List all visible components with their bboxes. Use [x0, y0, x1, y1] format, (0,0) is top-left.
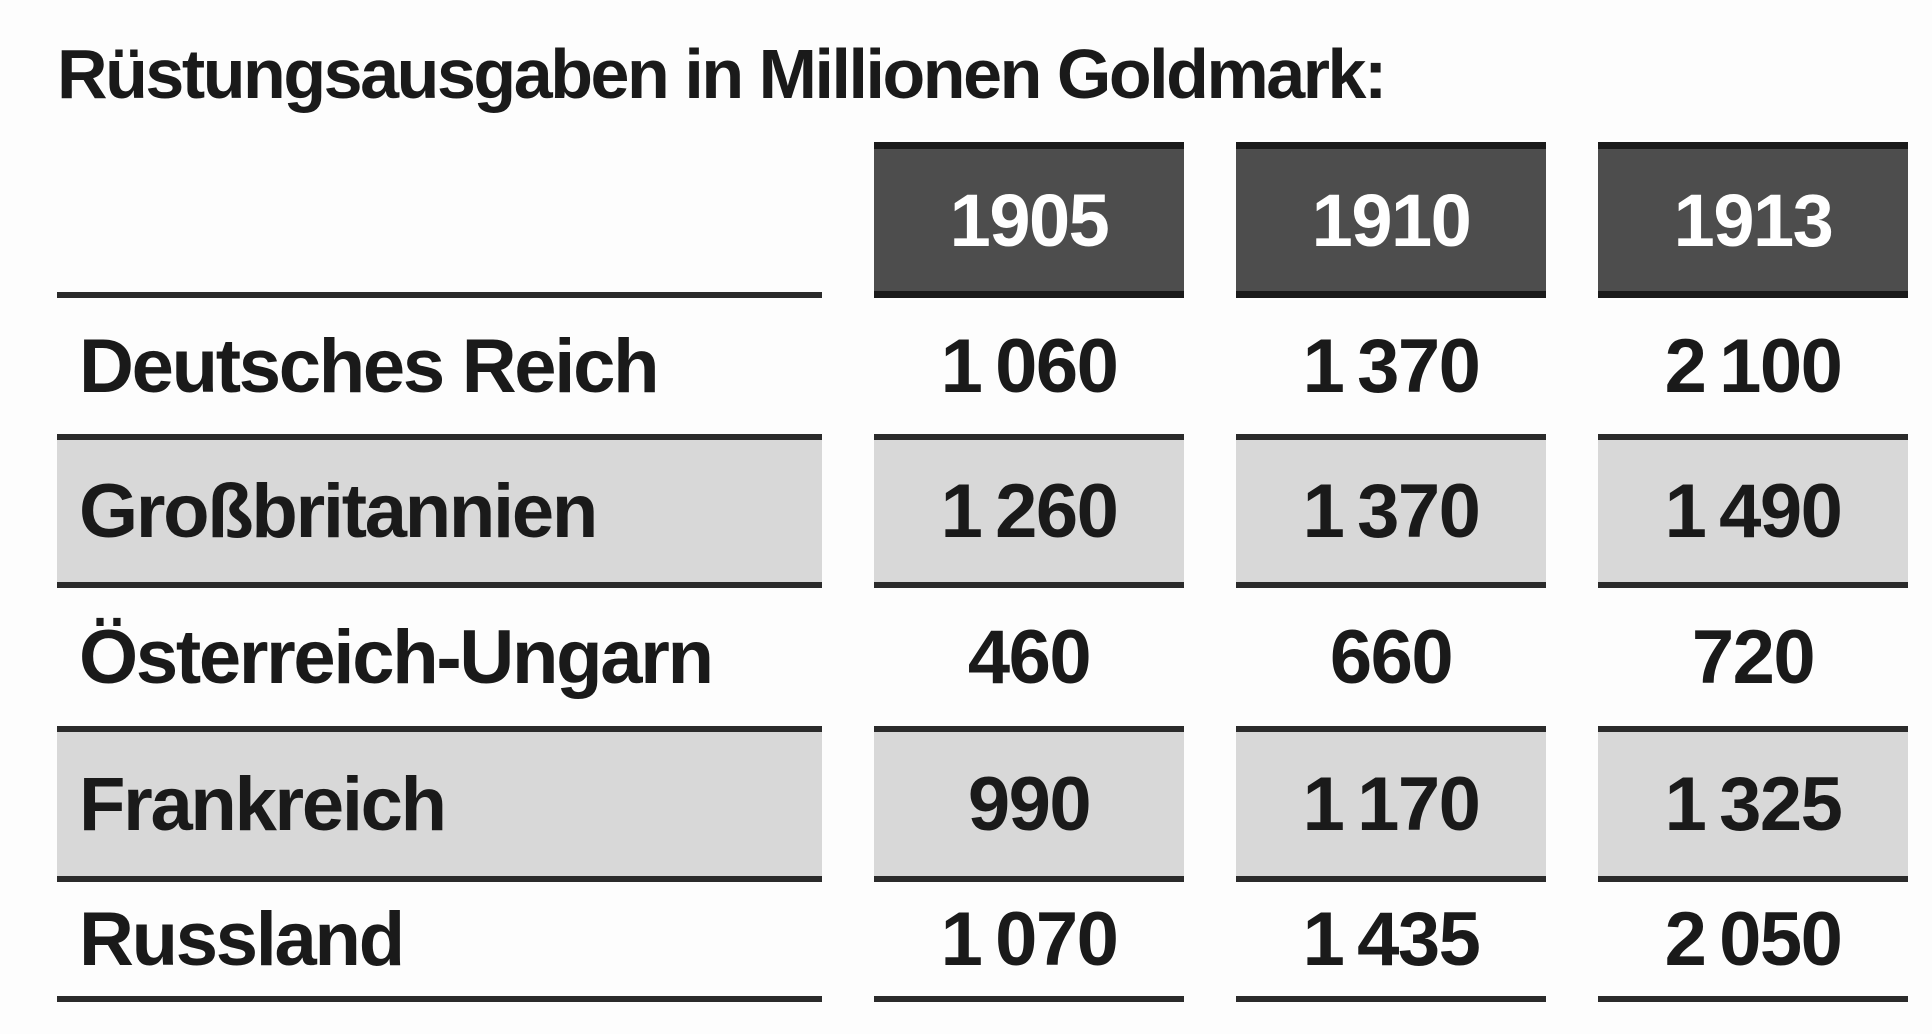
value-frankreich-1910: 1 170 — [1236, 726, 1546, 882]
table-corner-cell — [57, 142, 822, 298]
year-header-1905: 1905 — [874, 142, 1184, 298]
value-grossbritannien-1913: 1 490 — [1598, 434, 1908, 588]
armaments-table: 1905 1910 1913 Deutsches Reich 1 060 1 3… — [57, 142, 1932, 1002]
year-header-1913: 1913 — [1598, 142, 1908, 298]
value-russland-1905: 1 070 — [874, 882, 1184, 1002]
row-label-russland: Russland — [57, 882, 822, 1002]
value-oesterreich-ungarn-1913: 720 — [1691, 614, 1816, 700]
value-oesterreich-ungarn-1910: 660 — [1329, 614, 1454, 700]
value-russland-1910: 1 435 — [1236, 882, 1546, 1002]
row-label-oesterreich-ungarn: Österreich-Ungarn — [79, 614, 714, 700]
value-oesterreich-ungarn-1905: 460 — [967, 614, 1092, 700]
value-deutsches-reich-1905: 1 060 — [940, 323, 1119, 409]
row-label-frankreich: Frankreich — [57, 726, 822, 882]
row-label-deutsches-reich: Deutsches Reich — [79, 323, 660, 409]
value-frankreich-1913: 1 325 — [1598, 726, 1908, 882]
value-russland-1913: 2 050 — [1598, 882, 1908, 1002]
value-deutsches-reich-1910: 1 370 — [1302, 323, 1481, 409]
value-frankreich-1905: 990 — [874, 726, 1184, 882]
year-header-1910: 1910 — [1236, 142, 1546, 298]
row-label-grossbritannien: Großbritannien — [57, 434, 822, 588]
value-deutsches-reich-1913: 2 100 — [1664, 323, 1843, 409]
value-grossbritannien-1910: 1 370 — [1236, 434, 1546, 588]
value-grossbritannien-1905: 1 260 — [874, 434, 1184, 588]
page-title: Rüstungsausgaben in Millionen Goldmark: — [57, 35, 1387, 113]
